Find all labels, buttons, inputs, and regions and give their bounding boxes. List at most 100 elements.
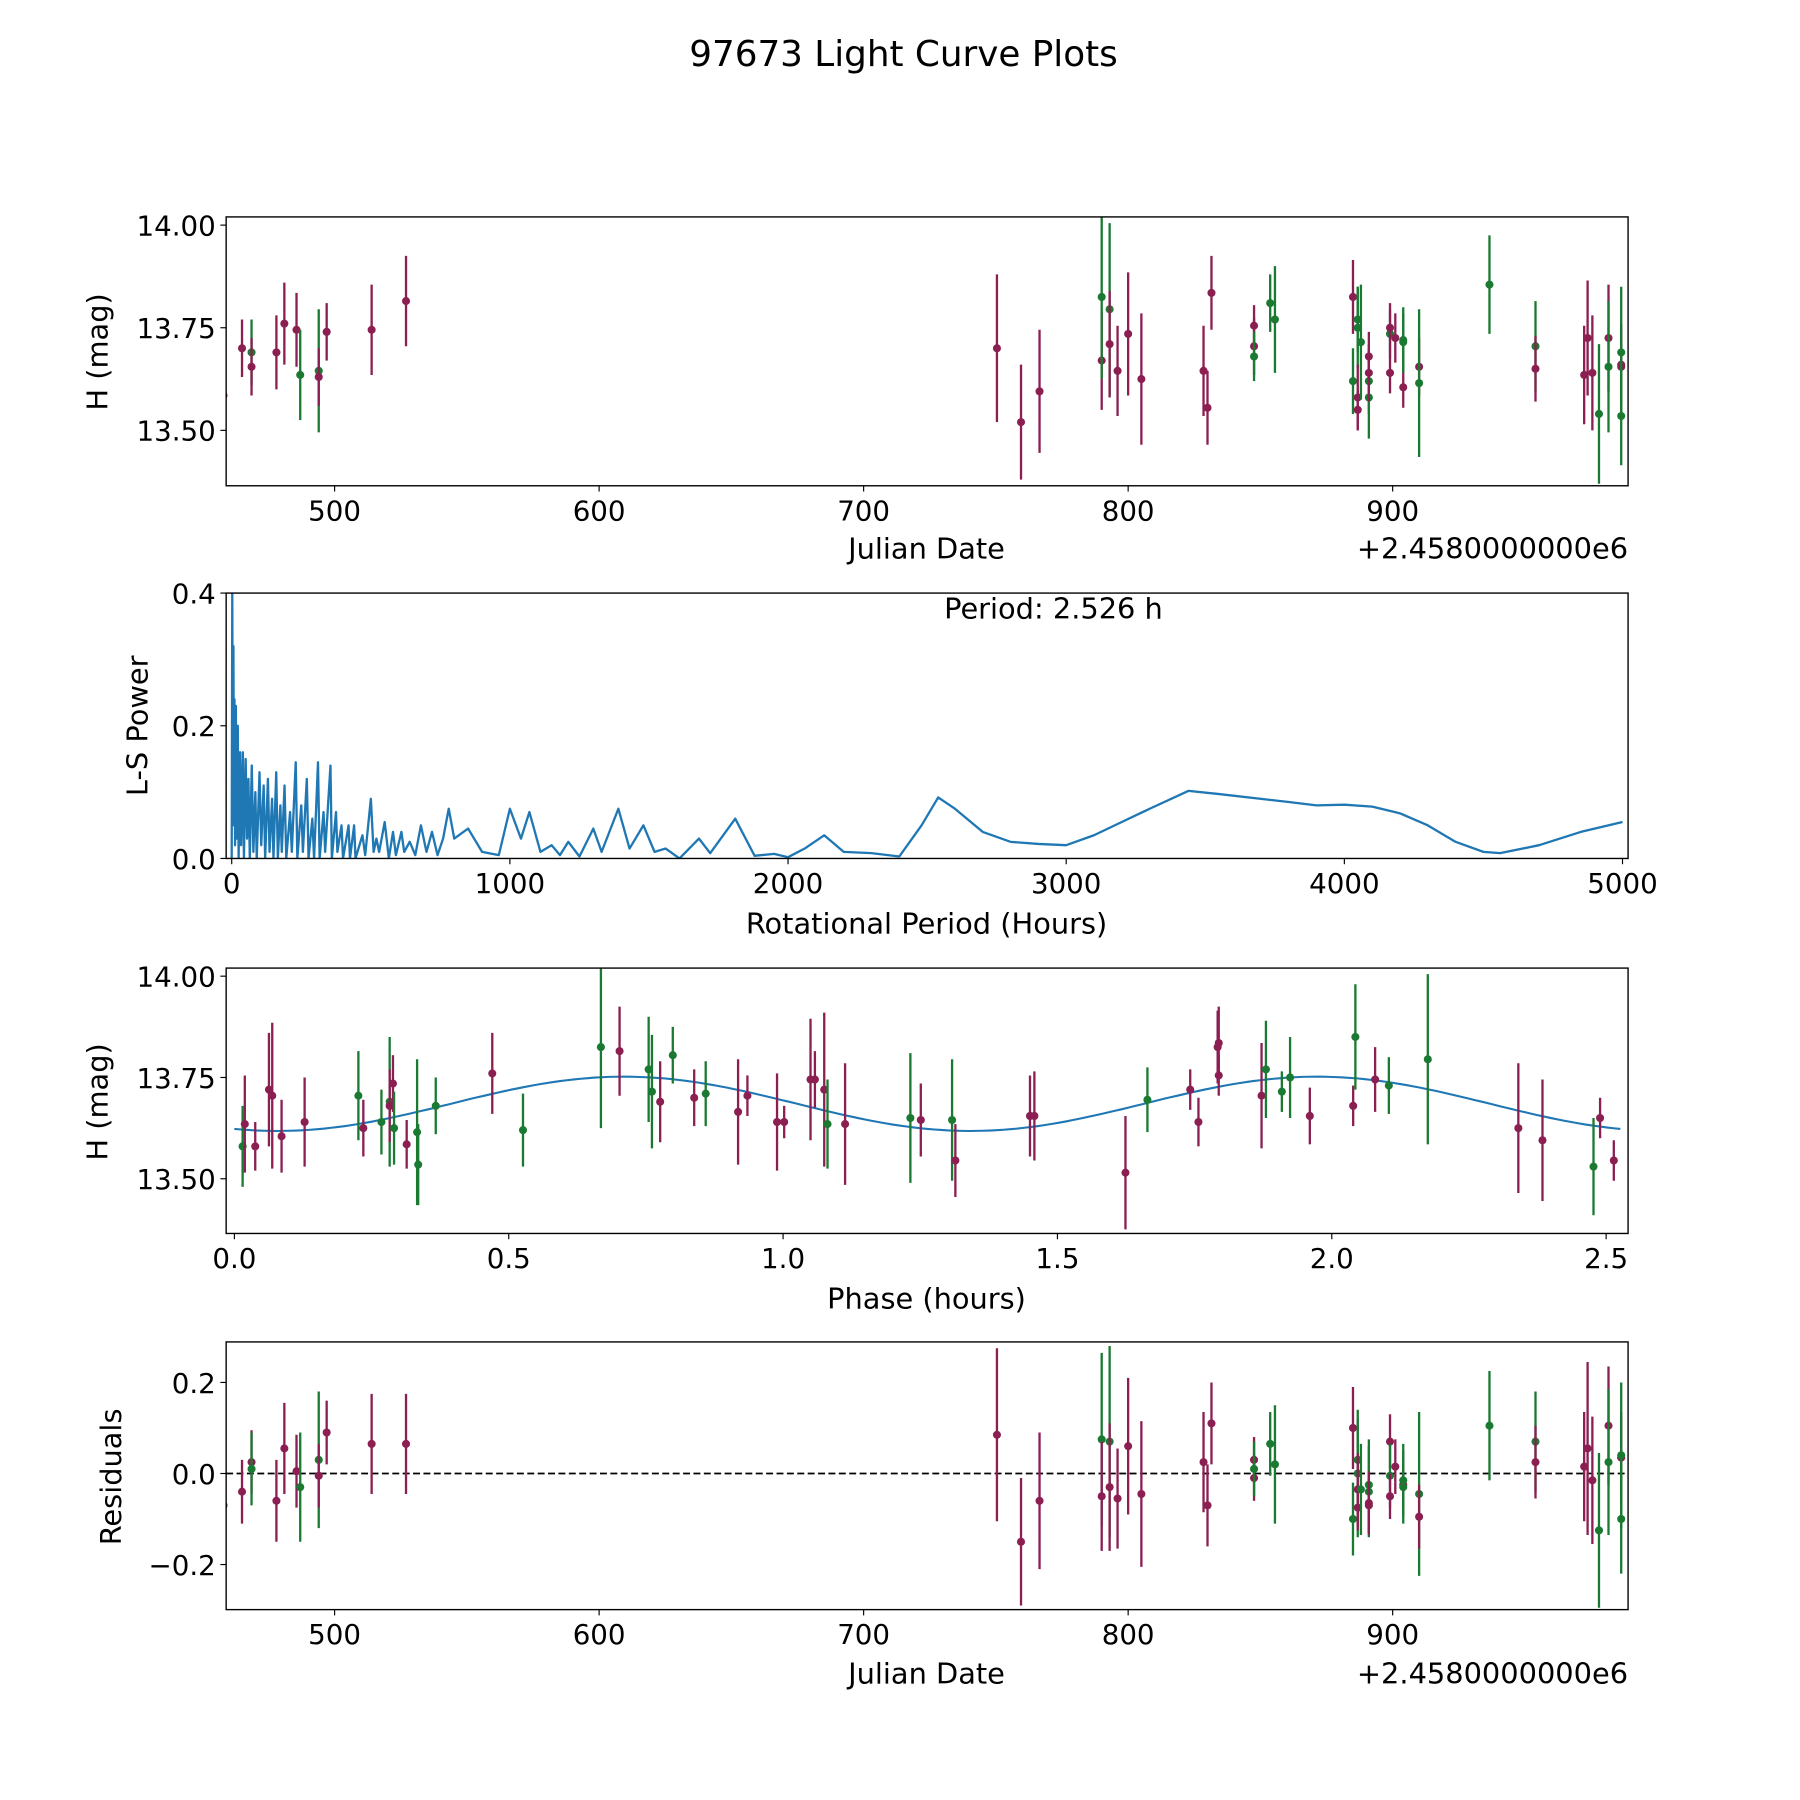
- x-tick-label: 2.0: [1310, 1242, 1354, 1275]
- data-point: [1604, 362, 1613, 371]
- data-point: [1137, 1489, 1146, 1499]
- data-point: [359, 1124, 368, 1133]
- data-point: [820, 1085, 829, 1094]
- data-point: [1531, 1458, 1540, 1467]
- data-point: [1596, 1113, 1605, 1123]
- y-tick-label: −0.2: [149, 1549, 216, 1582]
- y-tick-label: 0.0: [172, 843, 216, 876]
- data-point: [292, 325, 301, 334]
- lightcurve-ylabel: H (mag): [80, 293, 114, 410]
- data-point: [237, 1487, 247, 1496]
- data-point: [1261, 1065, 1270, 1074]
- data-point: [1364, 1501, 1373, 1510]
- lightcurve-xlabel: Julian Date: [846, 531, 1005, 565]
- y-tick-label: 13.50: [137, 415, 216, 448]
- phased-panel: Phase (hours) H (mag) 0.0 0.5 1.0 1.5 2.0 2.5…: [80, 961, 1629, 1315]
- data-point: [1257, 1091, 1266, 1100]
- x-tick-label: 0: [223, 867, 241, 900]
- data-point: [401, 297, 411, 306]
- data-point: [1364, 352, 1373, 361]
- data-point: [596, 1043, 605, 1052]
- data-point: [314, 1471, 323, 1480]
- x-tick-label: 5000: [1587, 867, 1657, 900]
- data-point: [1617, 348, 1626, 357]
- x-tick-label: 700: [837, 1618, 890, 1651]
- data-point: [1214, 1038, 1223, 1048]
- period-annotation: Period: 2.526 h: [944, 591, 1163, 625]
- data-point: [1485, 1421, 1494, 1430]
- data-point: [385, 1101, 394, 1110]
- data-point: [1485, 280, 1494, 289]
- data-point: [1415, 1512, 1424, 1521]
- data-point: [1617, 1514, 1626, 1524]
- data-point: [1588, 1476, 1597, 1485]
- x-tick-label: 600: [573, 1618, 626, 1651]
- data-point: [1385, 368, 1395, 377]
- data-point: [377, 1118, 386, 1127]
- data-point: [1594, 409, 1604, 418]
- data-point: [1016, 418, 1026, 427]
- data-point: [1105, 340, 1114, 349]
- y-tick-label: 14.00: [137, 210, 216, 243]
- data-point: [1604, 1458, 1613, 1467]
- data-point: [1384, 1081, 1393, 1090]
- lightcurve-offset: +2.4580000000e6: [1357, 531, 1628, 565]
- data-point: [1617, 411, 1626, 421]
- data-point: [390, 1124, 399, 1133]
- x-tick-label: 4000: [1309, 867, 1379, 900]
- data-point: [1423, 1055, 1432, 1064]
- data-point: [841, 1120, 850, 1129]
- data-point: [1588, 368, 1597, 377]
- data-point: [1583, 1444, 1592, 1453]
- data-point: [1186, 1085, 1195, 1094]
- data-point: [296, 1483, 305, 1492]
- data-point: [1143, 1095, 1152, 1104]
- x-tick-label: 700: [837, 494, 890, 527]
- data-point: [1113, 1494, 1122, 1503]
- data-point: [1266, 299, 1275, 308]
- data-point: [1594, 1526, 1604, 1535]
- data-point: [1214, 1071, 1223, 1080]
- data-point: [647, 1087, 656, 1096]
- data-point: [264, 1085, 273, 1094]
- y-tick-label: 0.0: [172, 1458, 216, 1491]
- x-tick-label: 600: [573, 494, 626, 527]
- x-tick-label: 900: [1366, 494, 1419, 527]
- data-point: [1589, 1162, 1598, 1171]
- x-tick-label: 1000: [475, 867, 545, 900]
- data-point: [1097, 292, 1106, 301]
- residuals-panel: Julian Date +2.4580000000e6 Residuals 50…: [94, 1341, 1629, 1690]
- data-point: [277, 1132, 286, 1141]
- data-point: [1097, 1435, 1106, 1444]
- y-tick-label: 13.50: [137, 1163, 216, 1196]
- y-tick-label: 0.2: [172, 1367, 216, 1400]
- data-point: [1121, 1168, 1130, 1177]
- data-point: [1385, 1437, 1395, 1446]
- data-point: [1250, 321, 1259, 330]
- data-point: [1356, 1485, 1365, 1494]
- data-point: [1105, 1483, 1114, 1492]
- data-point: [1137, 375, 1146, 384]
- lightcurve-frame: [225, 216, 1629, 487]
- data-point: [1266, 1439, 1275, 1448]
- phased-xlabel: Phase (hours): [827, 1281, 1026, 1315]
- data-point: [401, 1439, 411, 1448]
- x-tick-label: 900: [1366, 1618, 1419, 1651]
- data-point: [1348, 1514, 1358, 1524]
- data-point: [948, 1115, 957, 1125]
- data-point: [402, 1140, 411, 1149]
- phased-frame: [225, 967, 1629, 1235]
- data-point: [773, 1118, 782, 1127]
- data-point: [1399, 383, 1408, 392]
- data-point: [690, 1093, 699, 1102]
- data-point: [1580, 1462, 1589, 1471]
- data-point: [388, 1079, 397, 1088]
- x-tick-label: 800: [1102, 494, 1155, 527]
- data-point: [280, 319, 289, 328]
- data-point: [1124, 329, 1133, 338]
- data-point: [1391, 1462, 1400, 1471]
- periodogram-xlabel: Rotational Period (Hours): [746, 906, 1107, 940]
- data-point: [1353, 323, 1362, 332]
- data-point: [1348, 377, 1358, 386]
- lightcurve-plot-area: [226, 216, 1626, 484]
